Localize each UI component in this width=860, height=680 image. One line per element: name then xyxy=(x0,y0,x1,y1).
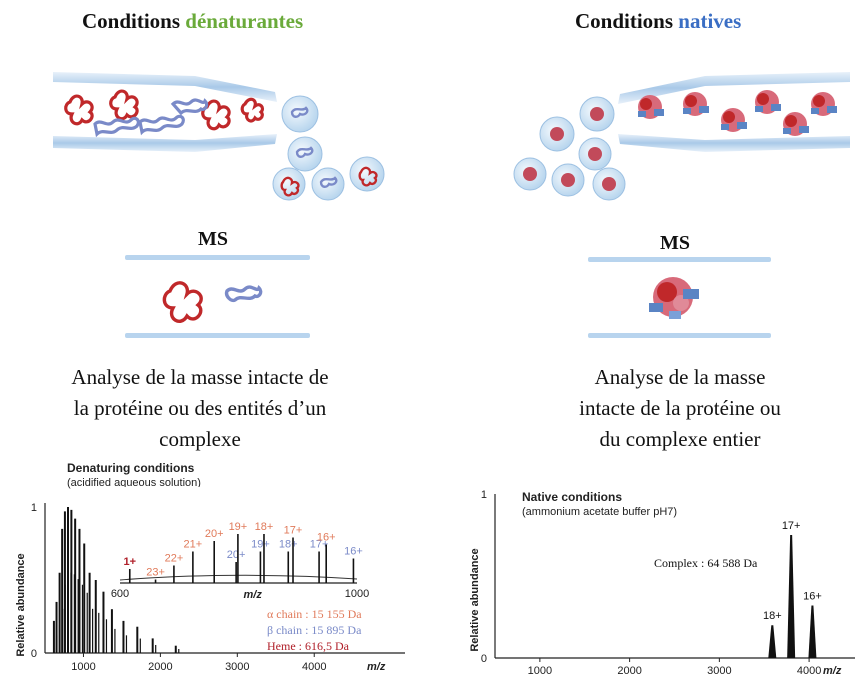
y-tick-label: 0 xyxy=(481,653,487,665)
inset-baseline xyxy=(119,574,358,581)
x-tick-label: 2000 xyxy=(617,665,641,677)
spectrum-peak xyxy=(768,625,777,658)
right-ms-label: MS xyxy=(660,232,690,254)
x-tick-label: 4000 xyxy=(797,665,821,677)
left-title-highlight: dénaturantes xyxy=(185,9,304,33)
y-axis-label: Relative abundance xyxy=(469,548,481,651)
right-title-highlight: natives xyxy=(678,9,742,33)
inset-peak-label: 1+ xyxy=(124,556,137,568)
inset-peak-label: 16+ xyxy=(317,532,336,544)
inset-peak-label: 18+ xyxy=(255,521,274,533)
inset-peak-label: 22+ xyxy=(165,553,184,565)
denaturing-spectrum-chart: Denaturing conditions (acidified aqueous… xyxy=(15,461,405,673)
right-caption-line-1: Analyse de la masse xyxy=(594,365,766,389)
chart-title: Native conditions xyxy=(522,490,622,504)
y-tick-label: 0 xyxy=(31,648,37,660)
inset-peak-label: 21+ xyxy=(184,539,203,551)
inset-peak-label: 18+ xyxy=(279,539,298,551)
x-tick-label: 1000 xyxy=(528,665,552,677)
x-tick-label: 1000 xyxy=(71,661,95,673)
right-caption-line-2: intacte de la protéine ou xyxy=(579,396,781,420)
inset-peak-label: 16+ xyxy=(344,546,363,558)
left-caption-line-3: complexe xyxy=(159,427,241,451)
denaturing-esi-illustration xyxy=(53,72,385,201)
legend-entry: α chain : 15 155 Da xyxy=(267,607,362,621)
legend-entry: Heme : 616,5 Da xyxy=(267,639,350,653)
left-ms-label: MS xyxy=(198,228,228,250)
inset-peak-label: 19+ xyxy=(251,539,270,551)
left-caption-line-2: la protéine ou des entités d’un xyxy=(73,396,327,420)
peak-label: 18+ xyxy=(763,610,782,622)
peak-label: 17+ xyxy=(782,520,801,532)
x-axis-label: m/z xyxy=(823,665,842,677)
legend-entry: β chain : 15 895 Da xyxy=(267,623,362,637)
chart-title: Denaturing conditions xyxy=(67,461,195,475)
left-title-prefix: Conditions xyxy=(82,9,181,33)
y-axis-label: Relative abundance xyxy=(15,553,27,656)
inset-peak-label: 20+ xyxy=(205,528,224,540)
x-tick-label: 3000 xyxy=(225,661,249,673)
inset-peak-label: 19+ xyxy=(229,521,248,533)
inset-x-axis-label: m/z xyxy=(244,589,263,601)
x-tick-label: 4000 xyxy=(302,661,326,673)
right-title-prefix: Conditions xyxy=(575,9,674,33)
right-caption: Analyse de la masse intacte de la protéi… xyxy=(500,362,860,455)
x-axis-label: m/z xyxy=(367,661,386,673)
inset-peak-label: 17+ xyxy=(284,525,303,537)
inset-peak-label: 23+ xyxy=(146,567,165,579)
left-title: Conditions dénaturantes xyxy=(82,9,303,34)
right-ms-chamber xyxy=(588,257,771,338)
peak-label: 16+ xyxy=(803,591,822,603)
spectrum-peak xyxy=(787,535,796,658)
native-esi-illustration xyxy=(513,72,850,201)
complex-annotation: Complex : 64 588 Da xyxy=(654,556,758,570)
x-tick-label: 2000 xyxy=(148,661,172,673)
right-title: Conditions natives xyxy=(575,9,741,34)
inset-peak-label: 20+ xyxy=(227,549,246,561)
left-caption-line-1: Analyse de la masse intacte de xyxy=(71,365,329,389)
y-tick-label: 1 xyxy=(31,502,37,514)
inset-tick-label: 600 xyxy=(111,588,129,600)
y-tick-label: 1 xyxy=(481,489,487,501)
inset-peak-label: 17+ xyxy=(310,539,329,551)
left-ms-chamber xyxy=(125,255,310,338)
spectrum-peak xyxy=(808,605,817,658)
chart-subtitle: (ammonium acetate buffer pH7) xyxy=(522,506,677,518)
inset-tick-label: 1000 xyxy=(345,588,369,600)
chart-subtitle: (acidified aqueous solution) xyxy=(67,477,201,489)
right-caption-line-3: du complexe entier xyxy=(599,427,761,451)
native-spectrum-chart: Native conditions (ammonium acetate buff… xyxy=(469,489,855,677)
x-tick-label: 3000 xyxy=(707,665,731,677)
left-caption: Analyse de la masse intacte de la protéi… xyxy=(20,362,380,455)
